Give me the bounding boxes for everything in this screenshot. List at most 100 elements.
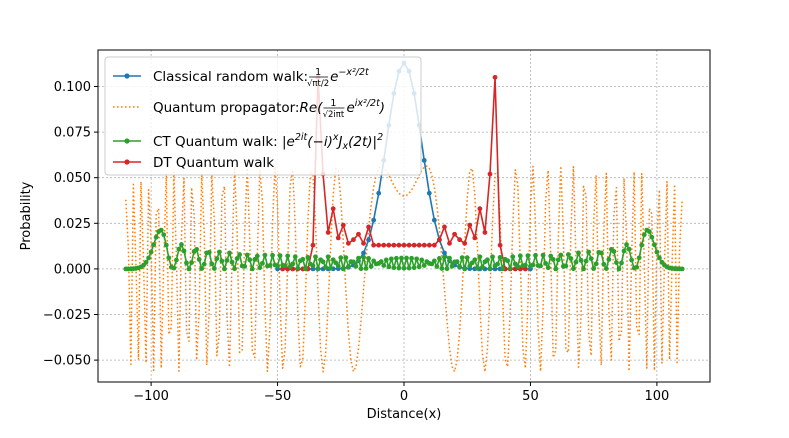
data-point: [396, 242, 402, 248]
data-point: [388, 256, 394, 262]
data-point: [414, 256, 420, 262]
x-tick-label: 100: [644, 389, 669, 404]
data-point: [563, 263, 569, 269]
data-point: [363, 266, 369, 271]
data-point: [505, 258, 511, 264]
data-point: [285, 253, 291, 259]
data-point: [267, 263, 273, 268]
data-point: [214, 256, 220, 262]
data-point: [353, 263, 359, 269]
legend-formula-re: Re(: [299, 100, 323, 116]
data-point: [277, 253, 283, 259]
data-point: [257, 265, 263, 271]
data-point: [679, 266, 685, 272]
data-point: [540, 252, 546, 258]
data-point: [525, 253, 531, 259]
data-point: [530, 262, 536, 268]
data-point: [146, 255, 151, 261]
data-point: [386, 242, 392, 248]
data-point: [497, 254, 503, 260]
data-point: [639, 242, 645, 248]
data-point: [396, 265, 402, 271]
legend-label-classical: Classical random walk:: [153, 69, 308, 85]
data-point: [259, 260, 265, 266]
data-point: [553, 266, 559, 272]
data-point: [343, 255, 349, 260]
data-point: [416, 242, 422, 248]
legend-box: [104, 56, 422, 176]
data-point: [386, 264, 392, 270]
data-point: [437, 237, 442, 243]
data-point: [224, 257, 230, 263]
data-point: [252, 257, 258, 262]
data-point: [616, 266, 622, 272]
data-point: [487, 171, 493, 177]
data-point: [330, 206, 336, 212]
data-point: [171, 265, 177, 271]
data-point: [565, 252, 571, 257]
data-point: [404, 255, 409, 261]
legend-label-ct-quantum-walk: CT Quantum walk: |e2it(−i)xJx(2t)|2: [153, 132, 383, 152]
data-point: [492, 74, 498, 80]
data-point: [229, 259, 235, 265]
data-point: [333, 260, 339, 266]
data-point: [583, 258, 589, 264]
data-point: [586, 249, 592, 255]
data-point: [480, 264, 485, 270]
data-point: [490, 254, 495, 260]
data-point: [249, 266, 255, 272]
data-point: [328, 265, 334, 271]
data-point: [358, 266, 364, 272]
data-point: [234, 256, 240, 261]
data-point: [366, 224, 371, 230]
data-point: [184, 260, 189, 266]
data-point: [545, 265, 551, 271]
data-point: [444, 266, 450, 272]
data-point: [437, 256, 442, 261]
legend-marker: [124, 73, 130, 79]
data-point: [176, 246, 182, 252]
data-point: [550, 257, 556, 262]
data-point: [447, 240, 452, 246]
data-point: [467, 263, 473, 269]
data-point: [477, 206, 483, 212]
data-point: [391, 265, 397, 271]
data-point: [571, 266, 576, 272]
data-point: [641, 232, 647, 238]
data-point: [399, 255, 404, 261]
data-point: [310, 242, 316, 248]
data-point: [406, 242, 412, 248]
data-point: [262, 252, 268, 258]
data-point: [153, 234, 159, 240]
data-point: [222, 266, 227, 272]
data-point: [237, 252, 243, 257]
data-point: [292, 254, 298, 260]
data-point: [148, 249, 154, 255]
data-point: [345, 264, 351, 269]
data-point: [401, 265, 407, 271]
data-point: [254, 253, 260, 259]
y-tick-label: −0.050: [43, 354, 91, 369]
data-point: [381, 242, 387, 248]
data-point: [611, 249, 617, 254]
data-point: [603, 266, 609, 271]
data-point: [196, 257, 202, 262]
x-tick-label: −100: [133, 389, 169, 404]
data-point: [657, 255, 662, 261]
data-point: [151, 242, 157, 248]
data-point: [538, 263, 543, 269]
data-point: [335, 263, 341, 269]
data-point: [300, 256, 306, 262]
data-point: [313, 254, 318, 260]
data-point: [302, 266, 308, 272]
legend-label-dt-quantum-walk: DT Quantum walk: [153, 155, 274, 171]
data-point: [634, 264, 640, 270]
x-tick-label: 50: [522, 389, 539, 404]
data-point: [601, 261, 607, 267]
data-point: [325, 230, 331, 235]
data-point: [467, 222, 473, 228]
data-point: [457, 264, 463, 269]
data-point: [161, 232, 167, 238]
data-point: [426, 190, 432, 196]
data-point: [206, 249, 212, 255]
